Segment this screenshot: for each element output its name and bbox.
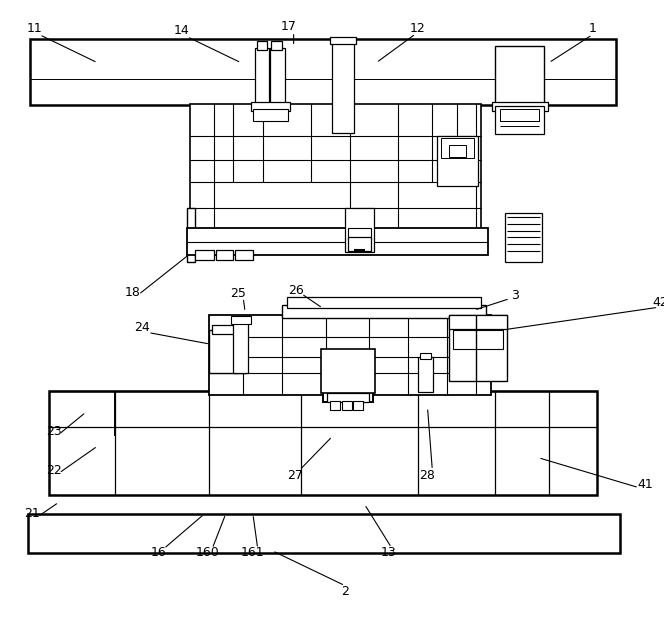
Bar (420, 353, 432, 359)
Bar (353, 401, 363, 410)
Text: 14: 14 (173, 24, 189, 37)
Bar (187, 228, 487, 255)
Text: 25: 25 (230, 287, 246, 300)
Bar (418, 356, 434, 392)
Text: 17: 17 (281, 20, 297, 33)
Text: 42: 42 (653, 296, 664, 309)
Bar (437, 136, 478, 186)
Text: 21: 21 (24, 507, 40, 520)
Text: 18: 18 (125, 286, 141, 299)
Bar (190, 104, 481, 233)
Bar (345, 209, 374, 252)
Bar (491, 102, 548, 111)
Bar (236, 250, 253, 260)
Bar (270, 48, 285, 104)
Bar (230, 316, 251, 324)
Text: 26: 26 (288, 284, 303, 297)
Bar (495, 46, 544, 106)
Bar (500, 109, 539, 121)
Bar (209, 329, 246, 374)
Text: 16: 16 (151, 546, 167, 559)
Bar (287, 296, 481, 308)
Bar (212, 325, 243, 334)
Bar (331, 37, 356, 44)
Bar (495, 106, 544, 133)
Bar (49, 391, 597, 495)
Bar (449, 145, 466, 157)
Bar (441, 138, 474, 158)
Bar (195, 250, 214, 260)
Bar (272, 42, 282, 50)
Bar (216, 250, 234, 260)
Bar (321, 349, 375, 392)
Bar (449, 315, 507, 329)
Text: 28: 28 (420, 468, 436, 482)
Text: 12: 12 (410, 22, 426, 35)
Bar (453, 329, 503, 349)
Text: 22: 22 (46, 464, 62, 477)
Bar (255, 48, 270, 104)
Bar (449, 315, 507, 381)
Bar (209, 315, 491, 394)
Text: 24: 24 (134, 321, 150, 334)
Text: 41: 41 (638, 478, 653, 491)
Text: 11: 11 (27, 22, 42, 35)
Bar (234, 320, 248, 374)
Bar (348, 238, 371, 251)
Bar (251, 102, 290, 111)
Text: 161: 161 (241, 546, 265, 559)
Text: 13: 13 (381, 546, 396, 559)
Bar (342, 401, 352, 410)
Bar (28, 514, 620, 552)
Bar (333, 39, 354, 133)
Bar (348, 228, 371, 240)
Bar (30, 39, 616, 104)
Text: 1: 1 (588, 22, 596, 35)
Text: 2: 2 (341, 585, 349, 598)
Bar (327, 363, 369, 388)
Text: 3: 3 (511, 289, 519, 302)
Bar (257, 42, 268, 50)
Bar (282, 305, 485, 318)
Text: 27: 27 (287, 468, 303, 482)
Text: 160: 160 (195, 546, 219, 559)
Bar (187, 209, 195, 262)
Bar (331, 401, 340, 410)
Text: 23: 23 (46, 425, 62, 438)
Bar (253, 109, 288, 121)
Bar (327, 392, 369, 403)
Bar (323, 359, 373, 403)
Bar (505, 213, 542, 262)
